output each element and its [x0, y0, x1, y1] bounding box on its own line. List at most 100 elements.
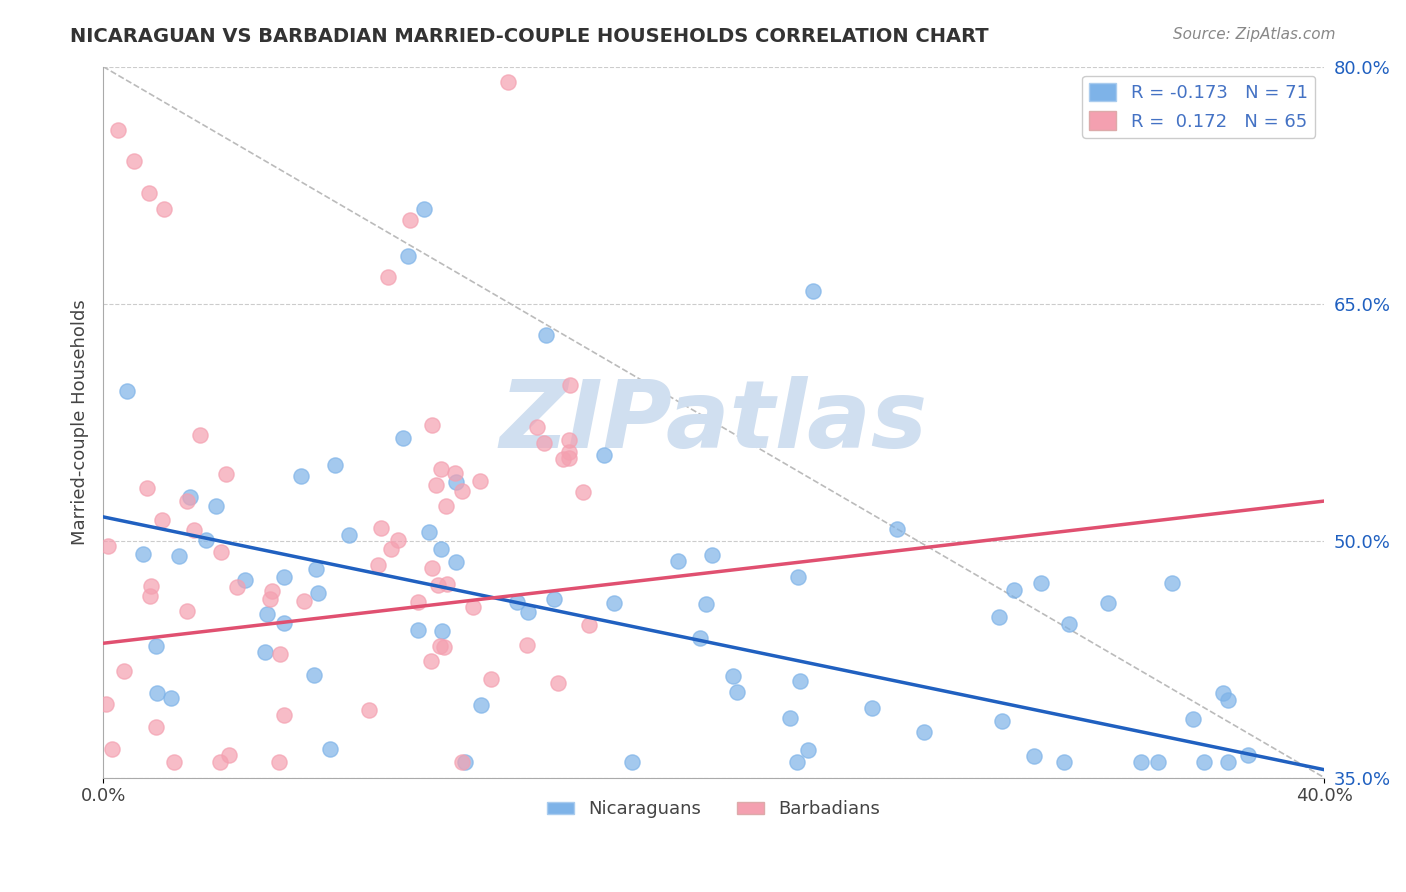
- Point: [547, 676, 569, 690]
- Point: [107, 123, 129, 137]
- Point: [273, 707, 295, 722]
- Point: [159, 690, 181, 705]
- Point: [434, 499, 457, 513]
- Point: [516, 638, 538, 652]
- Point: [479, 672, 502, 686]
- Point: [789, 673, 811, 688]
- Point: [1057, 617, 1080, 632]
- Point: [145, 640, 167, 654]
- Point: [273, 616, 295, 631]
- Point: [269, 647, 291, 661]
- Point: [323, 458, 346, 472]
- Point: [380, 542, 402, 557]
- Point: [209, 545, 232, 559]
- Point: [290, 468, 312, 483]
- Point: [1192, 755, 1215, 769]
- Point: [886, 523, 908, 537]
- Point: [444, 475, 467, 490]
- Point: [695, 597, 717, 611]
- Point: [412, 202, 434, 216]
- Point: [991, 714, 1014, 729]
- Point: [543, 591, 565, 606]
- Point: [215, 467, 238, 481]
- Point: [1053, 755, 1076, 769]
- Point: [256, 607, 278, 622]
- Point: [97, 539, 120, 553]
- Point: [418, 524, 440, 539]
- Point: [1216, 692, 1239, 706]
- Point: [558, 434, 581, 448]
- Point: [139, 589, 162, 603]
- Point: [1002, 583, 1025, 598]
- Point: [260, 584, 283, 599]
- Point: [425, 478, 447, 492]
- Point: [94, 697, 117, 711]
- Point: [433, 640, 456, 655]
- Point: [367, 558, 389, 572]
- Point: [233, 574, 256, 588]
- Point: [468, 474, 491, 488]
- Point: [454, 755, 477, 769]
- Point: [779, 711, 801, 725]
- Point: [451, 755, 474, 769]
- Point: [176, 494, 198, 508]
- Point: [406, 623, 429, 637]
- Point: [786, 755, 808, 769]
- Point: [430, 542, 453, 557]
- Point: [533, 436, 555, 450]
- Point: [292, 593, 315, 607]
- Point: [153, 202, 176, 216]
- Legend: Nicaraguans, Barbadians: Nicaraguans, Barbadians: [540, 793, 887, 825]
- Point: [1147, 755, 1170, 769]
- Text: ZIPatlas: ZIPatlas: [499, 376, 928, 468]
- Y-axis label: Married-couple Households: Married-couple Households: [72, 299, 89, 545]
- Point: [253, 645, 276, 659]
- Point: [526, 419, 548, 434]
- Point: [621, 755, 644, 769]
- Text: NICARAGUAN VS BARBADIAN MARRIED-COUPLE HOUSEHOLDS CORRELATION CHART: NICARAGUAN VS BARBADIAN MARRIED-COUPLE H…: [70, 27, 988, 45]
- Point: [188, 427, 211, 442]
- Point: [420, 561, 443, 575]
- Point: [112, 665, 135, 679]
- Point: [420, 655, 443, 669]
- Point: [470, 698, 492, 712]
- Point: [446, 555, 468, 569]
- Point: [1212, 686, 1234, 700]
- Point: [450, 483, 472, 498]
- Point: [429, 640, 451, 654]
- Point: [387, 533, 409, 547]
- Text: Source: ZipAtlas.com: Source: ZipAtlas.com: [1173, 27, 1336, 42]
- Point: [430, 462, 453, 476]
- Point: [578, 617, 600, 632]
- Point: [319, 742, 342, 756]
- Point: [307, 586, 329, 600]
- Point: [226, 580, 249, 594]
- Point: [797, 743, 820, 757]
- Point: [553, 452, 575, 467]
- Point: [218, 748, 240, 763]
- Point: [602, 596, 624, 610]
- Point: [205, 499, 228, 513]
- Point: [398, 213, 420, 227]
- Point: [1237, 747, 1260, 762]
- Point: [305, 562, 328, 576]
- Point: [392, 431, 415, 445]
- Point: [689, 632, 711, 646]
- Point: [987, 610, 1010, 624]
- Point: [339, 528, 361, 542]
- Point: [534, 328, 557, 343]
- Point: [208, 755, 231, 769]
- Point: [100, 742, 122, 756]
- Point: [557, 450, 579, 465]
- Point: [122, 154, 145, 169]
- Point: [377, 270, 399, 285]
- Point: [1130, 755, 1153, 769]
- Point: [259, 591, 281, 606]
- Point: [1181, 712, 1204, 726]
- Point: [420, 418, 443, 433]
- Point: [430, 624, 453, 639]
- Point: [146, 686, 169, 700]
- Point: [396, 249, 419, 263]
- Point: [436, 577, 458, 591]
- Point: [138, 186, 160, 200]
